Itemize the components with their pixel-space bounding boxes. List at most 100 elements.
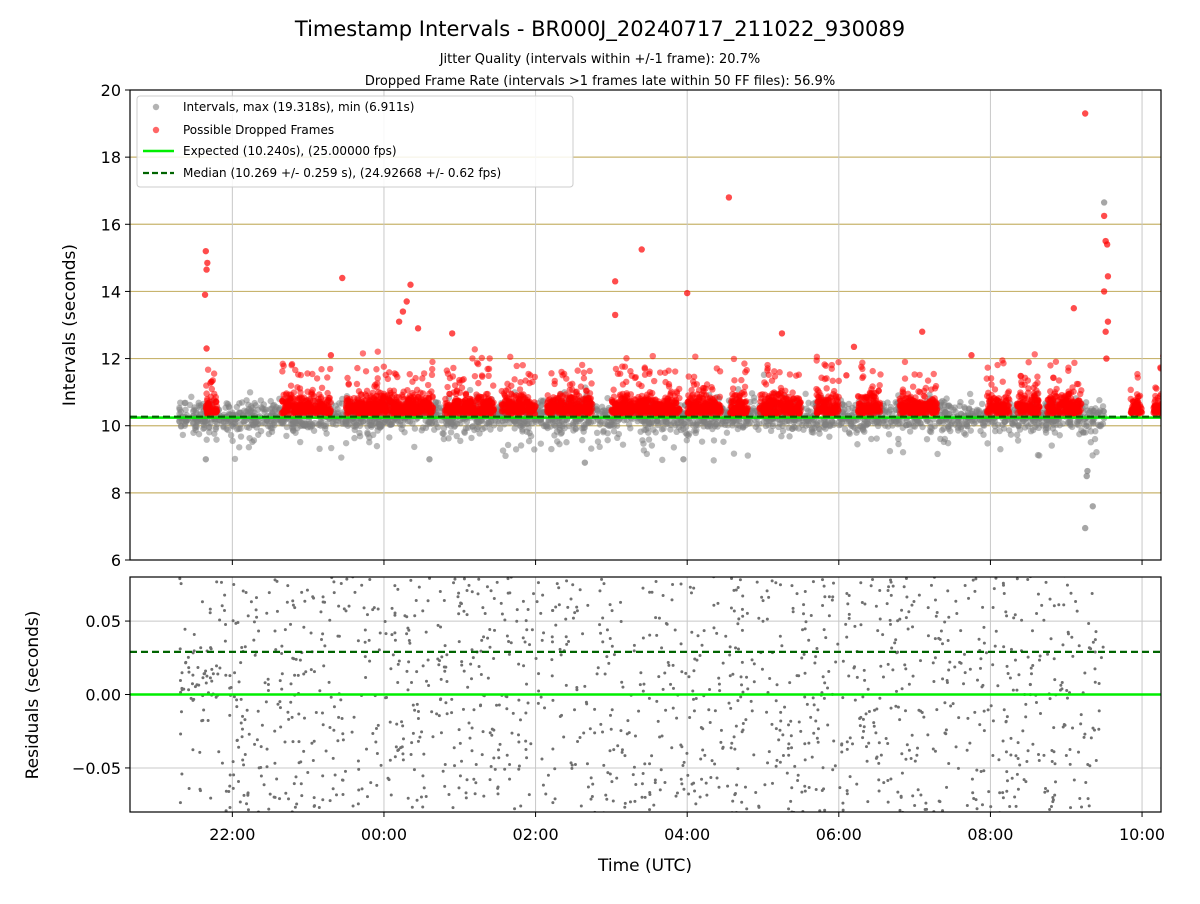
interval-point (669, 419, 675, 425)
dropped-point (319, 385, 325, 391)
dropped-point (507, 404, 513, 410)
dropped-point (375, 348, 381, 354)
dropped-point (479, 373, 485, 379)
interval-point (594, 430, 600, 436)
interval-point (1074, 418, 1080, 424)
interval-point (182, 423, 188, 429)
interval-point (903, 422, 909, 428)
interval-point (409, 420, 415, 426)
interval-point (206, 425, 212, 431)
dropped-point (450, 373, 456, 379)
interval-point (895, 436, 901, 442)
dropped-point (287, 396, 293, 402)
interval-point (997, 446, 1003, 452)
interval-point (711, 457, 717, 463)
dropped-point (444, 404, 450, 410)
chart-subtitle-dropped: Dropped Frame Rate (intervals >1 frames … (365, 74, 835, 89)
interval-point (729, 419, 735, 425)
dropped-point (558, 400, 564, 406)
dropped-point (764, 408, 770, 414)
dropped-point (490, 382, 496, 388)
interval-point (366, 439, 372, 445)
interval-point (644, 451, 650, 457)
interval-point (1015, 437, 1021, 443)
interval-point (386, 434, 392, 440)
interval-point (969, 408, 975, 414)
interval-point (190, 430, 196, 436)
interval-point (786, 433, 792, 439)
dropped-point (760, 401, 766, 407)
interval-point (531, 446, 537, 452)
dropped-point (288, 382, 294, 388)
dropped-point (364, 388, 370, 394)
dropped-point (293, 409, 299, 415)
dropped-point (211, 370, 217, 376)
dropped-point (324, 374, 330, 380)
dropped-point (816, 404, 822, 410)
dropped-point (463, 390, 469, 396)
interval-point (517, 423, 523, 429)
interval-point (1001, 419, 1007, 425)
interval-point (604, 437, 610, 443)
dropped-point (487, 355, 493, 361)
dropped-point (383, 372, 389, 378)
dropped-point (399, 402, 405, 408)
interval-point (691, 427, 697, 433)
dropped-point (570, 406, 576, 412)
interval-point (968, 427, 974, 433)
interval-point (1001, 425, 1007, 431)
interval-point (968, 399, 974, 405)
dropped-point (813, 386, 819, 392)
dropped-point (588, 380, 594, 386)
interval-point (934, 451, 940, 457)
dropped-point (517, 396, 523, 402)
interval-point (816, 426, 822, 432)
dropped-point (569, 381, 575, 387)
dropped-point (384, 410, 390, 416)
dropped-point (373, 366, 379, 372)
dropped-point (369, 410, 375, 416)
dropped-point (700, 388, 706, 394)
interval-point (190, 408, 196, 414)
interval-point (588, 445, 594, 451)
dropped-point (578, 383, 584, 389)
dropped-point (741, 360, 747, 366)
dropped-point (502, 398, 508, 404)
dropped-point (507, 354, 513, 360)
dropped-point (482, 400, 488, 406)
dropped-point (311, 393, 317, 399)
dropped-point (559, 372, 565, 378)
interval-point (981, 422, 987, 428)
dropped-point (818, 397, 824, 403)
interval-point (599, 404, 605, 410)
interval-point (659, 457, 665, 463)
dropped-point (662, 379, 668, 385)
interval-point (538, 403, 544, 409)
interval-point (1086, 423, 1092, 429)
dropped-point (410, 398, 416, 404)
dropped-point (457, 408, 463, 414)
dropped-point (514, 363, 520, 369)
dropped-point (367, 402, 373, 408)
interval-point (232, 456, 238, 462)
interval-point (690, 419, 696, 425)
interval-point (343, 440, 349, 446)
interval-point (854, 427, 860, 433)
interval-point (841, 407, 847, 413)
interval-point (707, 423, 713, 429)
interval-point (874, 419, 880, 425)
dropped-point (778, 404, 784, 410)
dropped-point (207, 380, 213, 386)
interval-point (967, 391, 973, 397)
dropped-point (836, 378, 842, 384)
dropped-point (794, 408, 800, 414)
interval-point (884, 399, 890, 405)
interval-outlier (680, 456, 686, 462)
interval-point (1035, 425, 1041, 431)
dropped-point (318, 408, 324, 414)
interval-point (645, 429, 651, 435)
dropped-point (623, 379, 629, 385)
interval-point (351, 435, 357, 441)
interval-point (525, 425, 531, 431)
interval-point (1092, 428, 1098, 434)
